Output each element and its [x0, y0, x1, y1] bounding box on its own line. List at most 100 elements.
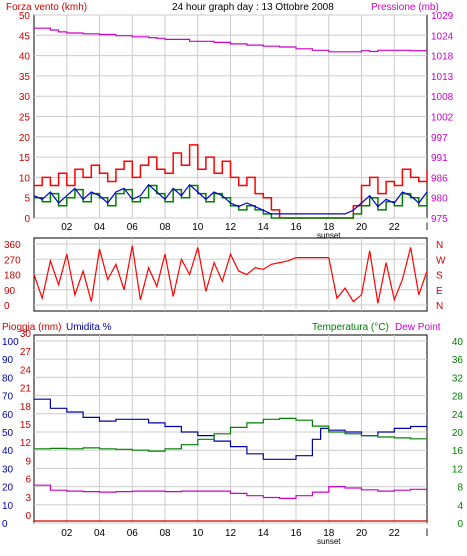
temperature-tick-label: 0	[457, 519, 463, 530]
humidity-axis-title: Umidita %	[66, 322, 112, 333]
humidity-tick-label: 50	[2, 428, 14, 439]
series	[33, 27, 428, 219]
grid	[34, 335, 427, 524]
x-tick-label: 16	[290, 222, 302, 233]
humidity-tick-label: 30	[2, 464, 14, 475]
rain-tick-label: 12	[20, 438, 32, 449]
pressure-tick-label: 1024	[431, 31, 454, 42]
direction-tick-label: 270	[4, 255, 21, 266]
x-tick-label: 08	[159, 222, 171, 233]
sunset-label: sunset	[317, 537, 341, 546]
temperature-tick-label: 40	[452, 337, 464, 348]
pressure-tick-label: 997	[431, 133, 448, 144]
rain-tick-label: 15	[20, 420, 32, 431]
x-tick-label: l	[426, 222, 428, 233]
humidity-tick-label: 20	[2, 483, 14, 494]
pressure-tick-label: 975	[431, 214, 448, 225]
rain-tick-label: 24	[20, 365, 32, 376]
temperature-tick-label: 24	[452, 410, 464, 421]
pressure-tick-label: 1002	[431, 113, 454, 124]
humidity-tick-label: 70	[2, 392, 14, 403]
pressure-tick-label: 1008	[431, 92, 454, 103]
compass-label: N	[436, 301, 443, 312]
x-tick-label: 12	[225, 528, 237, 539]
temperature-line	[34, 417, 428, 452]
wind-tick-label: 30	[19, 92, 31, 103]
x-tick-label: 18	[323, 528, 335, 539]
direction-tick-label: 90	[4, 286, 16, 297]
pressure-tick-label: 980	[431, 194, 448, 205]
x-tick-label: 14	[258, 528, 270, 539]
humidity-line	[34, 398, 427, 460]
grid	[34, 14, 427, 219]
temperature-tick-label: 20	[452, 428, 464, 439]
wind-direction-line	[33, 245, 428, 304]
x-tick-label: 04	[94, 222, 106, 233]
x-tick-label: 04	[94, 528, 106, 539]
humidity-tick-label: 90	[2, 355, 14, 366]
x-tick-label: 02	[61, 528, 73, 539]
x-tick-label: 08	[159, 528, 171, 539]
x-tick-label: 02	[61, 222, 73, 233]
grid	[34, 238, 427, 311]
x-tick-label: 16	[290, 528, 302, 539]
wind-tick-label: 20	[19, 133, 31, 144]
rain-axis-title: Pioggia (mm)	[2, 322, 61, 333]
humidity-tick-label: 80	[2, 373, 14, 384]
wind-tick-label: 40	[19, 52, 31, 63]
humidity-tick-label: 60	[2, 410, 14, 421]
wind-tick-label: 25	[19, 113, 31, 124]
x-tick-label: l	[426, 528, 428, 539]
temperature-tick-label: 28	[452, 392, 464, 403]
x-tick-label: 06	[127, 222, 139, 233]
pressure-tick-label: 986	[431, 173, 448, 184]
x-tick-label: 22	[389, 222, 401, 233]
wind-tick-label: 50	[19, 11, 31, 22]
humidity-tick-label: 0	[2, 519, 8, 530]
compass-label: S	[436, 271, 443, 282]
temperature-axis-title: Temperatura (°C)	[312, 322, 389, 333]
wind-pressure-panel: 0510152025303540455097598098699199710021…	[19, 11, 454, 240]
temperature-tick-label: 32	[452, 373, 464, 384]
temperature-tick-label: 12	[452, 464, 464, 475]
direction-tick-label: 360	[4, 240, 21, 251]
series	[34, 398, 428, 522]
wind-direction-panel: 0 N 90 E 180 S 270 W 360 N	[4, 237, 446, 312]
rain-tick-label: 3	[25, 493, 31, 504]
x-tick-label: 14	[258, 222, 270, 233]
dewpoint-line	[34, 484, 427, 499]
pressure-tick-label: 991	[431, 153, 448, 164]
temperature-tick-label: 36	[452, 355, 464, 366]
wind-tick-label: 5	[24, 194, 30, 205]
x-tick-label: 10	[192, 222, 204, 233]
sunset-label: sunset	[317, 231, 341, 240]
rain-tick-label: 0	[25, 511, 31, 522]
wind-gust-line	[34, 144, 428, 219]
x-tick-label: 10	[192, 528, 204, 539]
rain-tick-label: 6	[25, 475, 31, 486]
humidity-tick-label: 10	[2, 501, 14, 512]
wind-tick-label: 15	[19, 153, 31, 164]
wind-tick-label: 35	[19, 72, 31, 83]
rain-tick-label: 18	[20, 402, 32, 413]
temperature-tick-label: 16	[452, 446, 464, 457]
compass-label: N	[436, 240, 443, 251]
x-tick-label: 12	[225, 222, 237, 233]
wind-tick-label: 0	[24, 214, 30, 225]
wind-tick-label: 10	[19, 173, 31, 184]
axes: 0001034206830912401216501520601824702128…	[2, 329, 463, 546]
rain-tick-label: 9	[25, 456, 31, 467]
dewpoint-axis-title: Dew Point	[395, 322, 441, 333]
pressure-tick-label: 1029	[431, 11, 454, 22]
x-tick-label: 20	[356, 528, 368, 539]
compass-label: E	[436, 286, 443, 297]
temp-humidity-panel: 0001034206830912401216501520601824702128…	[2, 329, 463, 546]
series	[33, 245, 428, 304]
compass-label: W	[436, 255, 446, 266]
direction-tick-label: 180	[4, 271, 21, 282]
x-tick-label: 18	[323, 222, 335, 233]
x-tick-label: 22	[389, 528, 401, 539]
rain-tick-label: 21	[20, 384, 32, 395]
wind-mean-line	[33, 183, 428, 215]
